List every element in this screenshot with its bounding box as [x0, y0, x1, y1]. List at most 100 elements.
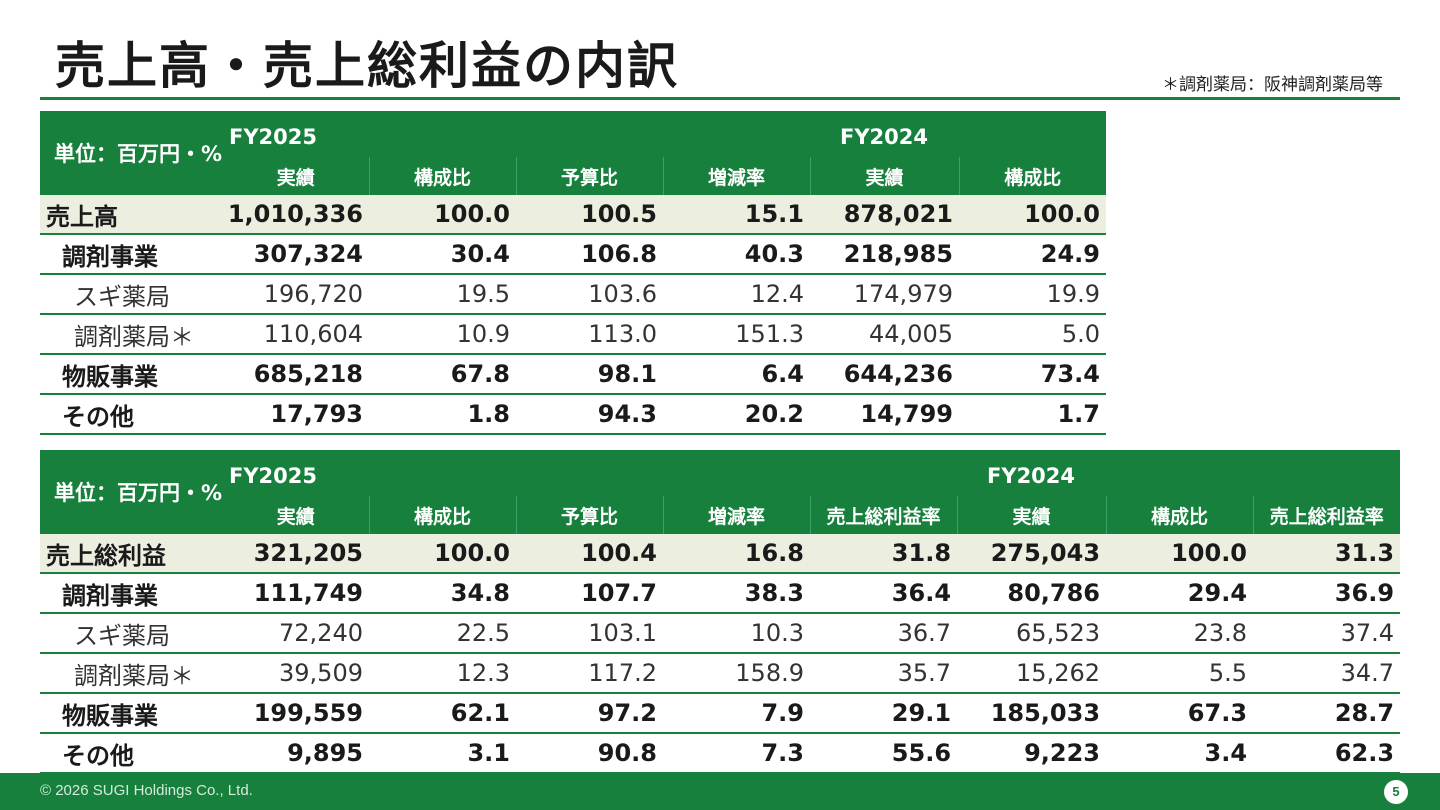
- row-label: スギ薬局: [40, 613, 223, 654]
- column-header: 構成比: [368, 157, 516, 195]
- table-row: その他 17,793 1.8 94.3 20.2 14,799 1.7: [40, 394, 1106, 435]
- table-cell: 5.5: [1106, 653, 1254, 694]
- table-cell: 40.3: [663, 234, 810, 275]
- column-header: 実績: [809, 157, 959, 195]
- table-cell: 22.5: [369, 613, 516, 654]
- table-row: 売上高 1,010,336 100.0 100.5 15.1 878,021 100.0: [40, 195, 1106, 235]
- table-cell: 29.1: [810, 693, 958, 734]
- table-cell: 31.3: [1253, 534, 1401, 574]
- table-cell: 37.4: [1253, 613, 1401, 654]
- table-cell: 1,010,336: [223, 195, 369, 235]
- table-cell: 3.1: [369, 733, 516, 774]
- table-cell: 72,240: [223, 613, 369, 654]
- table-cell: 62.3: [1253, 733, 1401, 774]
- table-row: 物販事業 199,559 62.1 97.2 7.9 29.1 185,033 67.3 28.…: [40, 693, 1401, 734]
- table-cell: 16.8: [663, 534, 810, 574]
- table-cell: 34.8: [369, 573, 516, 614]
- table-row: スギ薬局 196,720 19.5 103.6 12.4 174,979 19.9: [40, 274, 1106, 315]
- table-cell: 15.1: [663, 195, 810, 235]
- row-label: 調剤事業: [40, 573, 223, 614]
- column-header: 増減率: [662, 496, 810, 534]
- table-cell: 65,523: [957, 613, 1107, 654]
- page-title: 売上高・売上総利益の内訳: [55, 37, 679, 95]
- column-header: 売上総利益率: [1252, 496, 1401, 534]
- table-row: 物販事業 685,218 67.8 98.1 6.4 644,236 73.4: [40, 354, 1106, 395]
- table-cell: 20.2: [663, 394, 810, 435]
- row-label: その他: [40, 733, 223, 774]
- title-divider: [40, 97, 1400, 100]
- table-cell: 196,720: [223, 274, 369, 315]
- table-cell: 117.2: [516, 653, 663, 694]
- footnote: ＊調剤薬局：阪神調剤薬局等: [1162, 75, 1383, 95]
- table-cell: 29.4: [1106, 573, 1254, 614]
- table-cell: 100.0: [1106, 534, 1254, 574]
- table-cell: 19.5: [369, 274, 516, 315]
- table-cell: 15,262: [957, 653, 1107, 694]
- table-cell: 55.6: [810, 733, 958, 774]
- table-cell: 100.5: [516, 195, 663, 235]
- table-cell: 6.4: [663, 354, 810, 395]
- table-cell: 7.9: [663, 693, 810, 734]
- table-cell: 107.7: [516, 573, 663, 614]
- table-cell: 3.4: [1106, 733, 1254, 774]
- column-header: 売上総利益率: [809, 496, 958, 534]
- fiscal-year-current: FY2025: [223, 111, 810, 157]
- table-cell: 307,324: [223, 234, 369, 275]
- table-cell: 10.9: [369, 314, 516, 355]
- table-cell: 62.1: [369, 693, 516, 734]
- table-cell: 100.4: [516, 534, 663, 574]
- column-header: 構成比: [1105, 496, 1254, 534]
- table-cell: 9,223: [957, 733, 1107, 774]
- row-label: 調剤事業: [40, 234, 223, 275]
- table-cell: 110,604: [223, 314, 369, 355]
- table-cell: 30.4: [369, 234, 516, 275]
- table-cell: 111,749: [223, 573, 369, 614]
- row-label: 売上高: [40, 195, 223, 235]
- table-cell: 5.0: [959, 314, 1106, 355]
- table-row: スギ薬局 72,240 22.5 103.1 10.3 36.7 65,523 23.8 37.…: [40, 613, 1401, 654]
- table-cell: 9,895: [223, 733, 369, 774]
- table-row: 調剤事業 307,324 30.4 106.8 40.3 218,985 24.9: [40, 234, 1106, 275]
- column-header: 増減率: [662, 157, 810, 195]
- table-cell: 106.8: [516, 234, 663, 275]
- table-cell: 644,236: [810, 354, 959, 395]
- table-cell: 67.3: [1106, 693, 1254, 734]
- row-label: 調剤薬局＊: [40, 314, 223, 355]
- unit-label: 単位：百万円・%: [40, 450, 223, 534]
- table-cell: 24.9: [959, 234, 1106, 275]
- table-cell: 14,799: [810, 394, 959, 435]
- table-cell: 878,021: [810, 195, 959, 235]
- table-cell: 185,033: [957, 693, 1107, 734]
- column-header: 予算比: [515, 496, 663, 534]
- table-cell: 1.8: [369, 394, 516, 435]
- table-cell: 151.3: [663, 314, 810, 355]
- table-cell: 31.8: [810, 534, 958, 574]
- footer-bar: © 2026 SUGI Holdings Co., Ltd. 5: [0, 773, 1440, 810]
- table-cell: 12.3: [369, 653, 516, 694]
- table-cell: 100.0: [959, 195, 1106, 235]
- table-cell: 7.3: [663, 733, 810, 774]
- column-header: 構成比: [958, 157, 1106, 195]
- table-cell: 39,509: [223, 653, 369, 694]
- table-cell: 100.0: [369, 195, 516, 235]
- fiscal-year-prior: FY2024: [957, 450, 1401, 496]
- table-row: その他 9,895 3.1 90.8 7.3 55.6 9,223 3.4 62.3: [40, 733, 1401, 774]
- table-cell: 38.3: [663, 573, 810, 614]
- table-row: 売上総利益 321,205 100.0 100.4 16.8 31.8 275,043 100…: [40, 534, 1401, 574]
- fiscal-year-prior: FY2024: [810, 111, 1106, 157]
- table-cell: 36.9: [1253, 573, 1401, 614]
- table-cell: 98.1: [516, 354, 663, 395]
- table-cell: 103.6: [516, 274, 663, 315]
- table-cell: 34.7: [1253, 653, 1401, 694]
- column-header: 実績: [223, 496, 369, 534]
- table-cell: 36.7: [810, 613, 958, 654]
- table-row: 調剤事業 111,749 34.8 107.7 38.3 36.4 80,786 29.4 36…: [40, 573, 1401, 614]
- table-cell: 36.4: [810, 573, 958, 614]
- table-cell: 94.3: [516, 394, 663, 435]
- table-cell: 113.0: [516, 314, 663, 355]
- table-cell: 35.7: [810, 653, 958, 694]
- table-cell: 28.7: [1253, 693, 1401, 734]
- table-cell: 100.0: [369, 534, 516, 574]
- table-cell: 10.3: [663, 613, 810, 654]
- table-cell: 90.8: [516, 733, 663, 774]
